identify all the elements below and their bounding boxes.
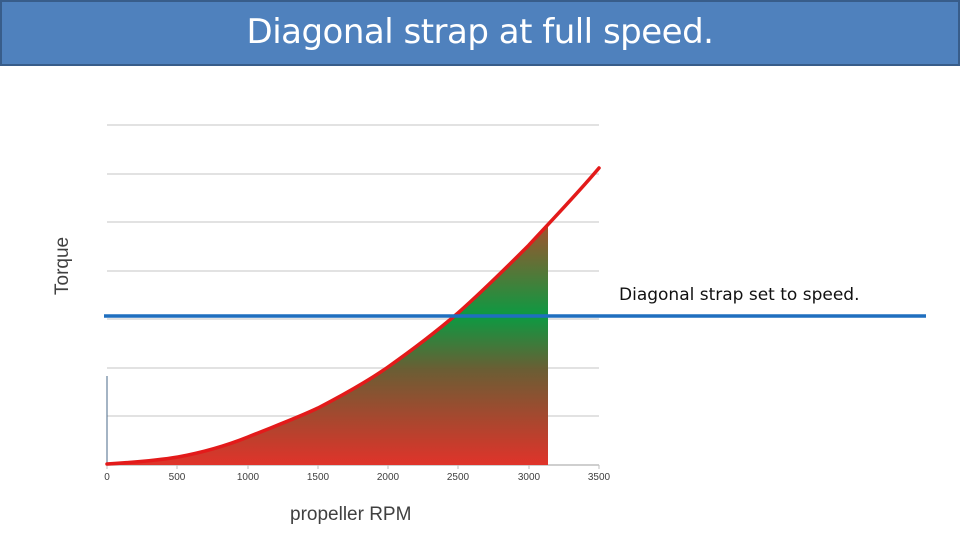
title-bar: Diagonal strap at full speed.	[0, 0, 960, 66]
x-tick-label: 3500	[587, 472, 611, 483]
shaded-area-under-curve	[107, 225, 548, 465]
torque-curve	[105, 166, 601, 466]
x-axis-title: propeller RPM	[290, 504, 412, 525]
x-axis-ticks	[106, 465, 600, 469]
slide-title: Diagonal strap at full speed.	[246, 12, 714, 52]
x-tick-label: 500	[168, 472, 186, 483]
reference-line-label: Diagonal strap set to speed.	[619, 285, 860, 305]
x-tick-label: 2500	[446, 472, 470, 483]
x-tick-label: 3000	[517, 472, 541, 483]
x-tick-label: 1500	[306, 472, 330, 483]
x-tick-label: 2000	[376, 472, 400, 483]
x-tick-label: 0	[104, 472, 110, 483]
y-axis-title: Torque	[52, 236, 73, 295]
x-tick-label: 1000	[236, 472, 260, 483]
